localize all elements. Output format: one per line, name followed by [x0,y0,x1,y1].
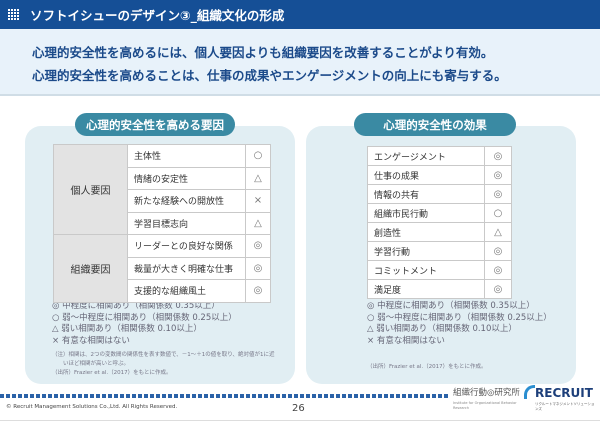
factor-name: 裁量が大きく明確な仕事 [127,256,246,280]
legend-item: △ 弱い相関あり（相関係数 0.10以上） [52,324,202,334]
legend-item: ◎ 中程度に相関あり（相関係数 0.35以上） [367,301,535,311]
factor-mark: ◎ [245,279,271,303]
effect-mark: ○ [484,203,512,223]
factor-mark: △ [245,166,271,190]
source: （出所）Frazier et al.（2017）をもとに作成。 [52,370,172,376]
factor-mark: △ [245,211,271,235]
effect-row: 創造性 △ [367,222,512,242]
legend-item: ○ 弱～中程度に相関あり（相関係数 0.25以上） [367,312,552,323]
factor-name: 主体性 [127,144,246,168]
factor-name: 支援的な組織風土 [127,279,246,303]
factor-mark: ◎ [245,234,271,258]
bottom-border [0,420,600,421]
legend-item: ○ 弱～中程度に相関あり（相関係数 0.25以上） [52,312,237,323]
effect-row: エンゲージメント ◎ [367,146,512,166]
summary-line: 心理的安全性を高めるには、個人要因よりも組織要因を改善することがより有効。 [32,45,494,60]
page-number: 26 [292,403,305,414]
grid-icon [8,8,20,21]
legend-item: ◎ 中程度に相関あり（相関係数 0.35以上） [52,301,220,311]
effect-name: 仕事の成果 [367,165,485,185]
recruit-logo: RECRUIT [535,386,593,400]
group-label: 個人要因 [53,144,128,235]
factor-name: リーダーとの良好な関係 [127,234,246,258]
effect-mark: ◎ [484,165,512,185]
legend-item: × 有意な相関はない [52,335,130,346]
effect-row: 情報の共有 ◎ [367,184,512,204]
summary-line: 心理的安全性を高めることは、仕事の成果やエンゲージメントの向上にも寄与する。 [32,68,507,83]
factor-name: 学習目標志向 [127,211,246,235]
effect-mark: △ [484,222,512,242]
factor-mark: ○ [245,144,271,168]
effect-row: コミットメント ◎ [367,260,512,280]
effect-mark: ◎ [484,279,512,299]
right-source: （出所）Frazier et al.（2017）をもとに作成。 [367,364,487,370]
factor-name: 新たな経験への開放性 [127,189,246,213]
note: いほど相関が高いと呼ぶ。 [52,361,130,367]
summary-band: 心理的安全性を高めるには、個人要因よりも組織要因を改善することがより有効。 心理… [0,29,600,96]
factors-table: 個人要因 主体性 ○ 情緒の安定性 △ 新たな経験への開放性 × 学習目標志向 △ 組織要… [53,144,271,303]
left-notes: （注）相関は、2つの変数間の関係性を表す数値で、－1～＋1の値を取り、絶対値が1… [52,351,275,378]
footer-divider [0,394,450,398]
effect-mark: ◎ [484,146,512,166]
left-legend: ◎ 中程度に相関あり（相関係数 0.35以上） ○ 弱～中程度に相関あり（相関係… [52,301,237,347]
effect-row: 学習行動 ◎ [367,241,512,261]
legend-item: × 有意な相関はない [367,335,445,346]
institute-logo-sub: Institute for Organizational Behavior Re… [453,401,517,410]
group-label: 組織要因 [53,234,128,303]
factor-name: 情緒の安定性 [127,166,246,190]
institute-logo: 組織行動◎研究所 [453,388,520,398]
effect-name: 情報の共有 [367,184,485,204]
effect-name: 満足度 [367,279,485,299]
effect-mark: ◎ [484,241,512,261]
effect-name: 組織市民行動 [367,203,485,223]
effect-row: 満足度 ◎ [367,279,512,299]
factor-mark: ◎ [245,256,271,280]
note: （注）相関は、2つの変数間の関係性を表す数値で、－1～＋1の値を取り、絶対値が1… [52,352,275,358]
page-title: ソフトイシューのデザイン③_組織文化の形成 [30,8,285,23]
effect-name: 創造性 [367,222,485,242]
effect-name: コミットメント [367,260,485,280]
effect-name: エンゲージメント [367,146,485,166]
header-bar: ソフトイシューのデザイン③_組織文化の形成 [0,0,600,29]
right-panel-title: 心理的安全性の効果 [354,113,516,136]
recruit-logo-mark-icon [524,385,535,399]
effect-row: 組織市民行動 ○ [367,203,512,223]
effect-mark: ◎ [484,184,512,204]
effect-name: 学習行動 [367,241,485,261]
effects-table: エンゲージメント ◎ 仕事の成果 ◎ 情報の共有 ◎ 組織市民行動 ○ 創造性 △ 学習行動 ◎ コミッ… [367,146,512,299]
legend-item: △ 弱い相関あり（相関係数 0.10以上） [367,324,517,334]
effect-mark: ◎ [484,260,512,280]
effect-row: 仕事の成果 ◎ [367,165,512,185]
factor-mark: × [245,189,271,213]
right-legend: ◎ 中程度に相関あり（相関係数 0.35以上） ○ 弱～中程度に相関あり（相関係… [367,301,552,347]
copyright: © Recruit Management Solutions Co.,Ltd. … [6,404,178,410]
left-panel-title: 心理的安全性を高める要因 [75,113,235,136]
recruit-logo-sub: リクルートマネジメントソリューションズ [535,402,595,411]
